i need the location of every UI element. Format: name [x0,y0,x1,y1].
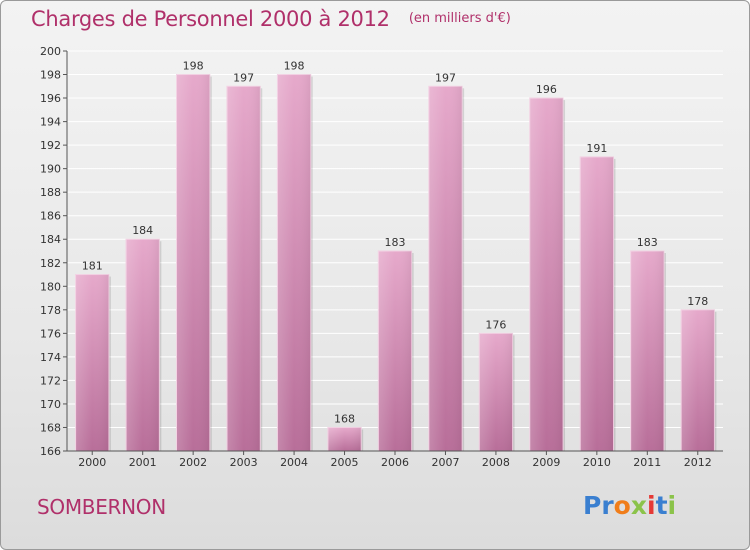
y-tick-label: 186 [40,210,61,223]
x-tick-label: 2010 [583,456,611,469]
bar-highlight [681,309,715,451]
bar-highlight [176,74,210,451]
bar-highlight [378,251,412,451]
bar-value-label: 191 [586,142,607,155]
logo-letter: x [630,491,647,520]
chart-title-text: Charges de Personnel 2000 à 2012 [31,7,390,31]
y-tick-label: 192 [40,139,61,152]
bar-value-label: 197 [435,71,456,84]
bar-highlight [580,156,614,451]
logo-letter: r [601,491,614,520]
x-tick-label: 2009 [532,456,560,469]
x-tick-label: 2002 [179,456,207,469]
x-tick-label: 2001 [129,456,157,469]
bar-highlight [75,274,109,451]
y-tick-label: 178 [40,304,61,317]
logo-letter: i [647,491,656,520]
bar-value-label: 197 [233,71,254,84]
logo-letter: i [667,491,677,520]
x-tick-label: 2000 [78,456,106,469]
bar-highlight [277,74,311,451]
x-tick-label: 2012 [684,456,712,469]
y-tick-label: 200 [40,45,61,58]
y-tick-label: 188 [40,186,61,199]
proxiti-logo[interactable]: Proxiti [583,491,676,520]
logo-letter: P [583,491,602,520]
y-tick-label: 196 [40,92,61,105]
x-tick-label: 2007 [431,456,459,469]
bar-value-label: 181 [82,260,103,273]
bar-value-label: 184 [132,224,153,237]
bar-value-label: 168 [334,412,355,425]
bar-value-label: 196 [536,83,557,96]
y-tick-label: 184 [40,233,61,246]
logo-letter: t [655,491,668,520]
y-tick-label: 174 [40,351,61,364]
bar-highlight [226,86,261,451]
y-tick-label: 190 [40,163,61,176]
logo-letter: o [613,491,631,520]
x-tick-label: 2005 [331,456,359,469]
axes: 166 168 170 172 174 176 178 180 182 184 186 188 190 1… [40,45,723,469]
x-tick-label: 2004 [280,456,308,469]
bar-value-label: 198 [284,60,305,73]
y-tick-label: 172 [40,374,61,387]
bar-value-label: 178 [687,295,708,308]
x-tick-label: 2011 [633,456,661,469]
bar-highlight [529,98,564,451]
chart-unit-text: (en milliers d'€) [408,11,511,26]
bar-highlight [630,251,664,451]
bar-highlight [126,239,160,451]
bar-highlight [479,333,513,451]
y-tick-label: 198 [40,69,61,82]
y-tick-label: 194 [40,116,61,129]
bar-value-label: 176 [485,318,506,331]
x-tick-label: 2006 [381,456,409,469]
bar-value-label: 183 [385,236,406,249]
bar-value-label: 198 [183,60,204,73]
bar-highlight [428,86,463,451]
x-tick-label: 2008 [482,456,510,469]
x-tick-label: 2003 [230,456,258,469]
bar-highlight [327,427,362,451]
y-tick-label: 166 [40,445,61,458]
y-tick-label: 170 [40,398,61,411]
commune-name: SOMBERNON [37,495,166,519]
bars: 181 184 198 197 198 168 183 197 176 196 191 183 178 [75,60,717,452]
y-tick-label: 182 [40,257,61,270]
chart-title: Charges de Personnel 2000 à 2012 (en mil… [31,7,511,31]
y-tick-label: 168 [40,421,61,434]
y-tick-label: 176 [40,327,61,340]
y-tick-label: 180 [40,280,61,293]
bar-value-label: 183 [637,236,658,249]
